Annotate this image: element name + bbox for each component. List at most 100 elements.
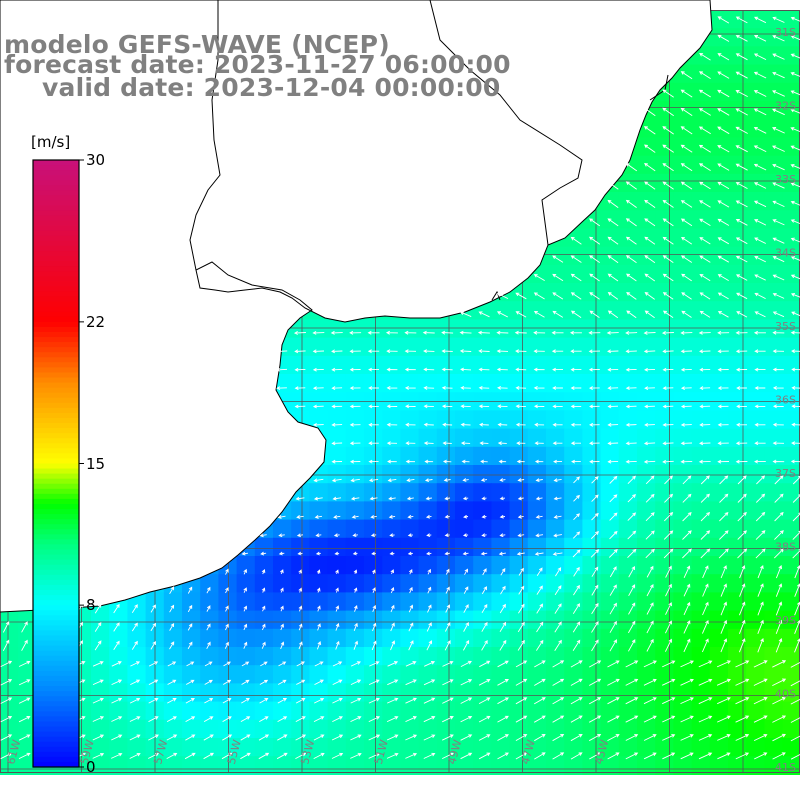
wind-speed-cell — [346, 647, 365, 666]
wind-speed-cell — [546, 592, 565, 611]
colorbar-segment — [33, 342, 79, 348]
wind-speed-cell — [328, 501, 347, 520]
wind-speed-cell — [364, 556, 383, 575]
latitude-label: 33S — [775, 173, 796, 186]
wind-speed-cell — [382, 319, 401, 338]
wind-speed-cell — [218, 683, 237, 702]
colorbar-segment — [33, 560, 79, 566]
wind-speed-cell — [528, 574, 547, 593]
colorbar-segment — [33, 752, 79, 758]
wind-speed-cell — [473, 574, 492, 593]
wind-speed-cell — [437, 338, 456, 357]
colorbar-segment — [33, 398, 79, 404]
wind-speed-cell — [546, 374, 565, 393]
wind-speed-cell — [601, 210, 620, 229]
wind-speed-cell — [473, 647, 492, 666]
wind-speed-cell — [619, 319, 638, 338]
colorbar-segment — [33, 732, 79, 738]
wind-speed-cell — [273, 720, 292, 739]
colorbar-segment — [33, 337, 79, 343]
wind-speed-cell — [328, 410, 347, 429]
colorbar-segment — [33, 231, 79, 237]
colorbar-segment — [33, 464, 79, 470]
wind-speed-cell — [455, 338, 474, 357]
wind-speed-cell — [400, 374, 419, 393]
wind-speed-cell — [637, 301, 656, 320]
wind-speed-cell — [783, 483, 800, 502]
wind-speed-cell — [255, 647, 274, 666]
wind-speed-cell — [473, 374, 492, 393]
wind-speed-cell — [601, 483, 620, 502]
wind-speed-cell — [455, 374, 474, 393]
latitude-label: 34S — [775, 247, 796, 260]
wind-speed-cell — [491, 592, 510, 611]
wind-speed-cell — [710, 538, 729, 557]
latitude-label: 36S — [775, 394, 796, 407]
wind-speed-cell — [601, 501, 620, 520]
wind-speed-cell — [637, 483, 656, 502]
wind-speed-cell — [200, 629, 219, 648]
wind-speed-cell — [109, 738, 128, 757]
wind-speed-cell — [400, 447, 419, 466]
wind-speed-cell — [546, 356, 565, 375]
wind-speed-cell — [291, 338, 310, 357]
wind-speed-cell — [255, 720, 274, 739]
colorbar-segment — [33, 175, 79, 181]
wind-speed-cell — [673, 592, 692, 611]
wind-speed-cell — [564, 465, 583, 484]
wind-speed-cell — [309, 356, 328, 375]
colorbar-segment — [33, 666, 79, 672]
wind-speed-cell — [437, 374, 456, 393]
wind-speed-cell — [764, 447, 783, 466]
wind-speed-cell — [692, 738, 711, 757]
colorbar-segment — [33, 312, 79, 318]
wind-speed-cell — [783, 338, 800, 357]
wind-speed-cell — [364, 338, 383, 357]
wind-speed-cell — [437, 629, 456, 648]
wind-speed-cell — [491, 574, 510, 593]
wind-speed-cell — [382, 683, 401, 702]
wind-speed-cell — [382, 501, 401, 520]
valid-date-title: valid date: 2023-12-04 00:00:00 — [42, 75, 500, 100]
latitude-label: 35S — [775, 320, 796, 333]
wind-speed-cell — [783, 665, 800, 684]
colorbar-segment — [33, 656, 79, 662]
wind-speed-cell — [637, 538, 656, 557]
wind-speed-cell — [437, 683, 456, 702]
wind-speed-cell — [728, 592, 747, 611]
wind-speed-cell — [510, 338, 529, 357]
colorbar-tick-label: 15 — [86, 455, 105, 473]
wind-speed-cell — [91, 629, 110, 648]
wind-speed-cell — [601, 556, 620, 575]
colorbar-segment — [33, 271, 79, 277]
wind-speed-cell — [346, 738, 365, 757]
wind-speed-cell — [546, 556, 565, 575]
colorbar-segment — [33, 534, 79, 540]
latitude-label: 37S — [775, 467, 796, 480]
wind-speed-cell — [655, 592, 674, 611]
wind-speed-cell — [455, 611, 474, 630]
latitude-label: 38S — [775, 541, 796, 554]
wind-speed-cell — [783, 46, 800, 65]
wind-speed-cell — [200, 683, 219, 702]
wind-speed-cell — [382, 374, 401, 393]
colorbar-segment — [33, 297, 79, 303]
wind-speed-cell — [783, 265, 800, 284]
colorbar-segment — [33, 206, 79, 212]
wind-speed-cell — [255, 702, 274, 721]
wind-speed-cell — [382, 465, 401, 484]
colorbar-segment — [33, 474, 79, 480]
wind-speed-cell — [673, 738, 692, 757]
wind-speed-cell — [728, 538, 747, 557]
wind-speed-cell — [164, 702, 183, 721]
wind-speed-cell — [764, 429, 783, 448]
wind-speed-cell — [746, 338, 765, 357]
wind-speed-cell — [419, 356, 438, 375]
colorbar-segment — [33, 549, 79, 555]
colorbar-segment — [33, 216, 79, 222]
colorbar-segment — [33, 585, 79, 591]
wind-speed-cell — [637, 319, 656, 338]
wind-speed-cell — [764, 410, 783, 429]
wind-speed-cell — [673, 137, 692, 156]
wind-speed-cell — [564, 483, 583, 502]
